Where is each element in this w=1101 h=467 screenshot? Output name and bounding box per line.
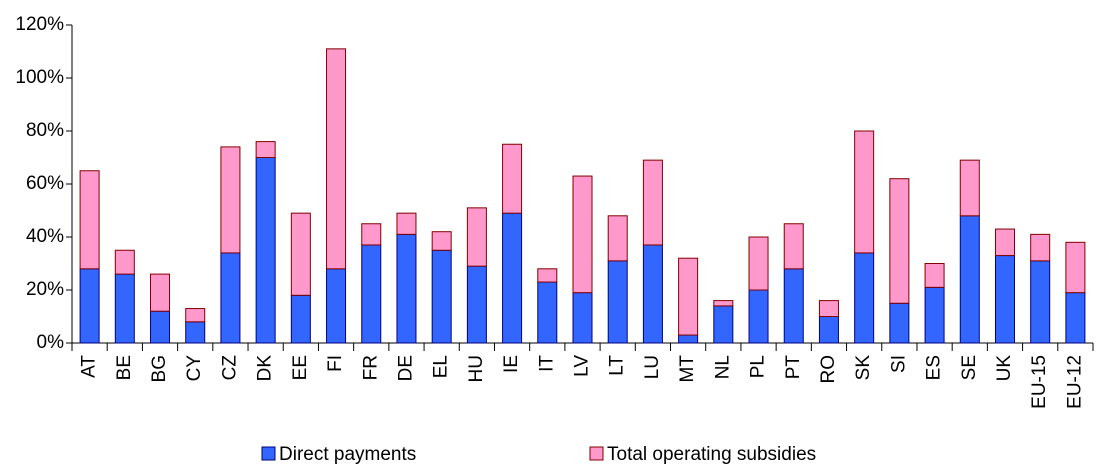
bar bbox=[818, 300, 839, 318]
bar bbox=[678, 334, 699, 344]
bar bbox=[607, 215, 628, 262]
bar bbox=[290, 294, 311, 344]
legend-swatch bbox=[261, 446, 276, 461]
x-tick-label: SK bbox=[853, 355, 874, 381]
bar bbox=[959, 159, 980, 217]
bar bbox=[818, 316, 839, 344]
bar bbox=[537, 268, 558, 283]
x-tick-label: EE bbox=[290, 355, 311, 380]
x-tick-label: SI bbox=[888, 355, 909, 373]
bar bbox=[748, 289, 769, 344]
x-tick-label: LU bbox=[642, 355, 663, 379]
bar bbox=[150, 310, 171, 344]
bar bbox=[185, 308, 206, 323]
bar bbox=[678, 257, 699, 336]
bar bbox=[79, 170, 100, 270]
bar bbox=[396, 233, 417, 344]
bar bbox=[537, 281, 558, 344]
x-tick-label: RO bbox=[818, 355, 839, 384]
x-tick-label: EL bbox=[431, 355, 452, 378]
x-tick-label: BE bbox=[114, 355, 135, 380]
x-tick-label: HU bbox=[466, 355, 487, 382]
x-tick-label: BG bbox=[149, 355, 170, 382]
bar bbox=[185, 321, 206, 344]
x-tick-label: PT bbox=[783, 355, 804, 380]
y-tick-label: 60% bbox=[26, 173, 64, 194]
bar bbox=[114, 249, 135, 275]
bar bbox=[572, 292, 593, 344]
x-tick-label: UK bbox=[994, 355, 1015, 382]
x-tick-label: ES bbox=[924, 355, 945, 380]
x-tick-label: IE bbox=[501, 355, 522, 373]
bar bbox=[361, 244, 382, 344]
bar bbox=[642, 244, 663, 344]
x-tick-label: MT bbox=[677, 355, 698, 383]
bar bbox=[431, 231, 452, 251]
y-tick-label: 120% bbox=[15, 14, 64, 35]
y-tick-label: 0% bbox=[37, 332, 65, 353]
bar bbox=[783, 268, 804, 344]
y-tick-label: 80% bbox=[26, 120, 64, 141]
bar bbox=[220, 146, 241, 254]
bar bbox=[361, 223, 382, 246]
legend-label: Direct payments bbox=[279, 444, 416, 465]
x-tick-label: EU-15 bbox=[1029, 355, 1050, 409]
legend-label: Total operating subsidies bbox=[607, 444, 816, 465]
bar bbox=[783, 223, 804, 270]
x-tick-label: FR bbox=[360, 355, 381, 380]
bar bbox=[431, 249, 452, 344]
x-tick-label: FI bbox=[325, 355, 346, 372]
bar bbox=[924, 286, 945, 344]
bar bbox=[220, 252, 241, 344]
x-tick-label: DE bbox=[395, 355, 416, 381]
x-tick-label: LT bbox=[607, 355, 628, 376]
bar bbox=[396, 212, 417, 235]
bar bbox=[713, 305, 734, 344]
bar bbox=[114, 273, 135, 344]
bar bbox=[572, 175, 593, 294]
x-tick-label: CZ bbox=[219, 355, 240, 381]
x-tick-label: SE bbox=[959, 355, 980, 380]
bar bbox=[607, 260, 628, 344]
bar bbox=[889, 178, 910, 304]
x-tick-label: AT bbox=[79, 355, 100, 378]
x-tick-label: NL bbox=[712, 355, 733, 379]
bar bbox=[889, 302, 910, 344]
bar bbox=[502, 143, 523, 214]
y-tick-label: 40% bbox=[26, 226, 64, 247]
bar bbox=[994, 255, 1015, 344]
bar bbox=[854, 130, 875, 254]
bar bbox=[466, 265, 487, 344]
bar bbox=[326, 48, 347, 270]
bar bbox=[713, 300, 734, 307]
bar bbox=[854, 252, 875, 344]
x-tick-label: CY bbox=[184, 355, 205, 382]
x-tick-label: DK bbox=[255, 355, 276, 382]
bar bbox=[1065, 292, 1086, 344]
x-tick-label: PL bbox=[748, 355, 769, 378]
y-tick-label: 100% bbox=[15, 67, 64, 88]
bar bbox=[326, 268, 347, 344]
bar bbox=[924, 263, 945, 288]
bar bbox=[642, 159, 663, 246]
bar bbox=[150, 273, 171, 312]
x-tick-label: LV bbox=[572, 355, 593, 377]
x-tick-label: EU-12 bbox=[1064, 355, 1085, 409]
bar bbox=[959, 215, 980, 344]
bar bbox=[255, 157, 276, 344]
bar bbox=[1030, 233, 1051, 262]
bar bbox=[466, 207, 487, 267]
y-tick-label: 20% bbox=[26, 279, 64, 300]
bar bbox=[1030, 260, 1051, 344]
bar bbox=[255, 141, 276, 159]
bar bbox=[290, 212, 311, 296]
legend-swatch bbox=[589, 446, 604, 461]
bar bbox=[79, 268, 100, 344]
x-tick-label: IT bbox=[536, 355, 557, 372]
bar bbox=[994, 228, 1015, 257]
bar bbox=[748, 236, 769, 291]
bar bbox=[1065, 241, 1086, 294]
bar bbox=[502, 212, 523, 344]
